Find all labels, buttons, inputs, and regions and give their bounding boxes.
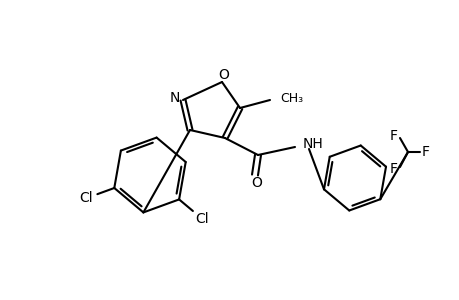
Text: F: F	[389, 129, 397, 143]
Text: F: F	[389, 162, 397, 176]
Text: NH: NH	[302, 137, 323, 151]
Text: O: O	[218, 68, 229, 82]
Text: N: N	[169, 91, 180, 105]
Text: O: O	[251, 176, 262, 190]
Text: CH₃: CH₃	[280, 92, 302, 104]
Text: Cl: Cl	[79, 191, 93, 205]
Text: Cl: Cl	[195, 212, 208, 226]
Text: F: F	[421, 145, 429, 159]
